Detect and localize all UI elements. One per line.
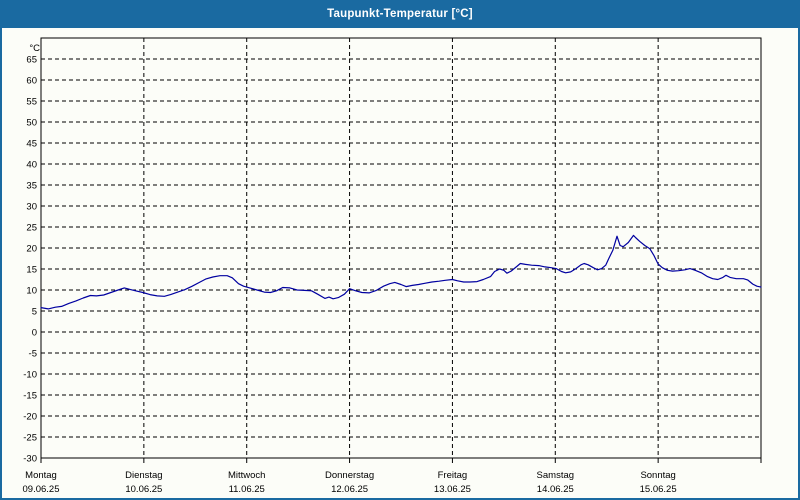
y-axis-tick-label: -30	[23, 454, 37, 465]
y-axis-tick-label: 20	[26, 244, 37, 255]
x-axis-date-label: 12.06.25	[331, 484, 368, 495]
y-axis-tick-label: 60	[26, 76, 37, 87]
y-axis-unit-label: °C	[29, 43, 40, 54]
title-bar[interactable]: Taupunkt-Temperatur [°C]	[2, 0, 798, 28]
x-axis-weekday-label: Mittwoch	[228, 470, 265, 481]
y-axis-tick-label: -5	[29, 349, 37, 360]
y-axis-tick-label: 10	[26, 286, 37, 297]
x-axis-date-label: 11.06.25	[229, 484, 265, 495]
y-axis-tick-label: 15	[26, 265, 37, 276]
y-axis-tick-label: 5	[32, 307, 37, 318]
x-axis-weekday-label: Sonntag	[640, 470, 675, 481]
x-axis-date-label: 09.06.25	[23, 484, 60, 495]
x-axis-weekday-label: Dienstag	[125, 470, 163, 481]
y-axis-tick-label: -10	[23, 370, 37, 381]
chart-area: 65 60 55 50 45 40 35 30 25 20 15 10 5 0 -5 -10 -15 -20 -25…	[2, 28, 798, 498]
y-axis-tick-label: 45	[26, 139, 37, 150]
plot-frame	[40, 37, 762, 459]
dewpoint-temperature-chart: 65605550454035302520151050-5-10-15-20-25…	[23, 37, 762, 495]
x-axis-date-label: 10.06.25	[125, 484, 162, 495]
x-axis-weekday-label: Donnerstag	[325, 470, 374, 481]
y-axis-tick-label: 35	[26, 181, 37, 192]
y-axis-tick-label: 25	[26, 223, 37, 234]
y-axis-tick-label: 50	[26, 118, 37, 129]
x-axis-weekday-label: Freitag	[438, 470, 468, 481]
x-axis-date-label: 13.06.25	[434, 484, 471, 495]
y-axis-tick-label: -20	[23, 412, 37, 423]
y-axis-tick-label: 40	[26, 160, 37, 171]
x-axis-weekday-label: Montag	[25, 470, 57, 481]
dewpoint-line	[40, 234, 762, 310]
x-axis-weekday-label: Samstag	[537, 470, 575, 481]
y-axis-tick-label: 65	[26, 55, 37, 66]
window-title: Taupunkt-Temperatur [°C]	[327, 8, 473, 20]
y-axis-tick-label: -25	[23, 433, 37, 444]
y-axis-tick-label: 30	[26, 202, 37, 213]
y-axis-tick-label: 0	[32, 328, 37, 339]
y-axis-tick-label: 55	[26, 97, 37, 108]
x-axis-date-label: 15.06.25	[640, 484, 677, 495]
y-axis-tick-label: -15	[23, 391, 37, 402]
x-axis-date-label: 14.06.25	[537, 484, 574, 495]
